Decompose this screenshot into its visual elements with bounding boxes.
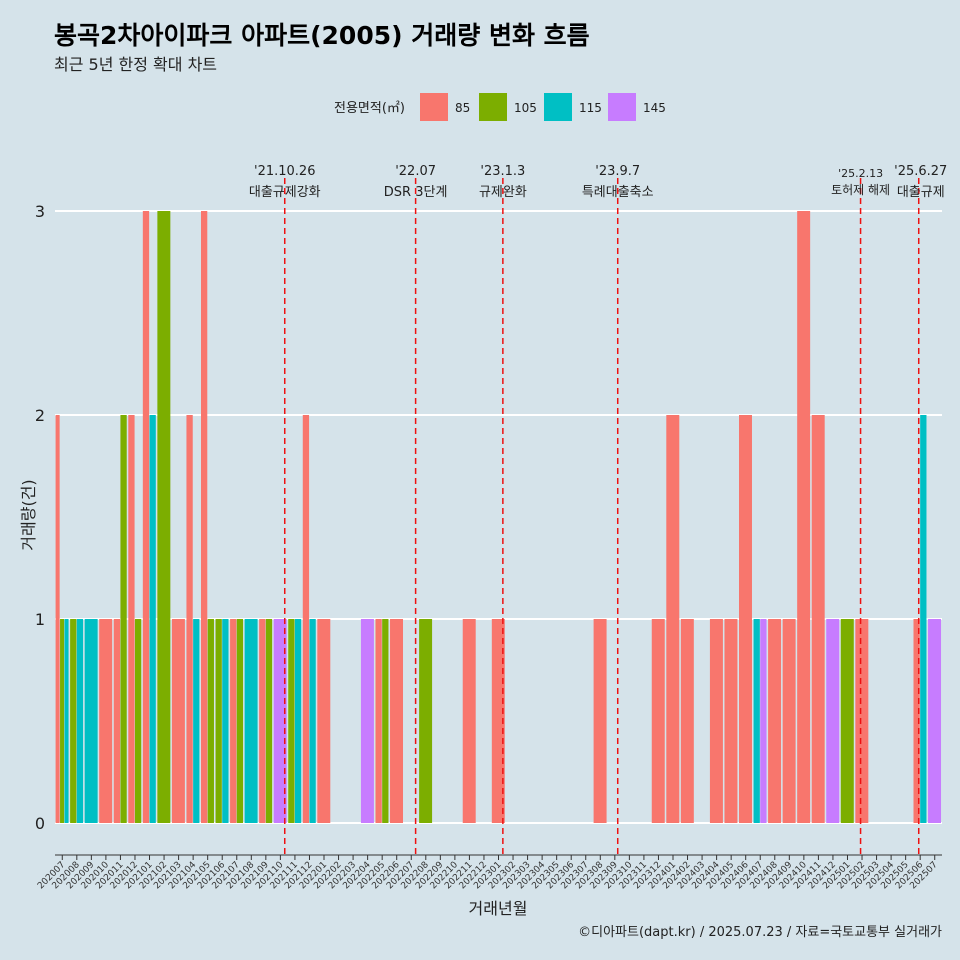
bar <box>186 415 193 823</box>
legend-label: 105 <box>514 101 537 115</box>
legend-swatch <box>420 93 448 121</box>
event-label: 대출규제 <box>897 185 945 200</box>
bar <box>462 619 476 823</box>
bar <box>651 619 665 823</box>
bar <box>724 619 738 823</box>
bar <box>709 619 723 823</box>
bar <box>265 619 273 823</box>
bar <box>419 619 433 823</box>
event-date: '23.9.7 <box>595 164 640 179</box>
bar <box>317 619 331 823</box>
bar <box>273 619 287 823</box>
bar <box>760 619 767 823</box>
event-label: 토허제 해제 <box>831 183 890 197</box>
legend-label: 85 <box>455 101 470 115</box>
event-date: '25.6.27 <box>894 164 947 179</box>
bar <box>259 619 266 823</box>
bar <box>840 619 854 823</box>
bar <box>84 619 98 823</box>
bar <box>99 619 113 823</box>
event-label: 대출규제강화 <box>249 185 321 200</box>
bar <box>55 415 60 823</box>
bar <box>128 415 135 823</box>
y-tick-label: 2 <box>35 406 45 425</box>
y-axis-label: 거래량(건) <box>19 479 38 550</box>
bar <box>739 415 752 823</box>
bar <box>360 619 374 823</box>
bar <box>200 211 208 823</box>
y-tick-label: 0 <box>35 814 45 833</box>
bar <box>826 619 840 823</box>
bar <box>680 619 694 823</box>
legend-swatch <box>608 93 636 121</box>
chart-subtitle: 최근 5년 한정 확대 차트 <box>54 55 217 74</box>
bar <box>382 619 389 823</box>
bar <box>60 619 65 823</box>
event-date: '21.10.26 <box>254 164 315 179</box>
caption: ©디아파트(dapt.kr) / 2025.07.23 / 자료=국토교통부 실… <box>578 925 942 940</box>
bar <box>157 211 171 823</box>
bar <box>920 415 927 823</box>
y-tick-label: 3 <box>35 202 45 221</box>
bar <box>309 619 316 823</box>
legend-swatch <box>544 93 572 121</box>
event-date: '23.1.3 <box>480 164 525 179</box>
bar <box>193 619 200 823</box>
bar <box>491 619 505 823</box>
bar <box>390 619 404 823</box>
event-label: DSR 3단계 <box>384 185 448 200</box>
bar <box>855 619 869 823</box>
bar <box>236 619 244 823</box>
bar <box>928 619 942 823</box>
bar <box>913 619 920 823</box>
bar <box>142 211 150 823</box>
bar <box>230 619 237 823</box>
bar <box>244 619 258 823</box>
bar <box>811 415 825 823</box>
x-axis-label: 거래년월 <box>469 899 528 918</box>
legend-label: 115 <box>579 101 602 115</box>
plot-area: 0123202007202008202009202010202011202012… <box>35 164 948 891</box>
bar <box>120 415 127 823</box>
y-tick-label: 1 <box>35 610 45 629</box>
bar <box>375 619 382 823</box>
event-date: '25.2.13 <box>838 167 883 180</box>
event-date: '22.07 <box>395 164 436 179</box>
bar <box>149 415 156 823</box>
bar <box>294 619 302 823</box>
bar <box>782 619 796 823</box>
bar <box>64 619 69 823</box>
bar <box>288 619 295 823</box>
bar <box>70 619 77 823</box>
bar <box>593 619 607 823</box>
bar <box>666 415 680 823</box>
bar <box>134 619 142 823</box>
bar <box>302 415 310 823</box>
event-label: 특례대출축소 <box>582 185 654 200</box>
bar <box>797 211 811 823</box>
bar <box>207 619 214 823</box>
bar <box>222 619 229 823</box>
legend-title: 전용면적(㎡) <box>334 101 405 116</box>
bar <box>215 619 222 823</box>
legend-swatch <box>479 93 507 121</box>
bar <box>113 619 121 823</box>
legend: 전용면적(㎡) 85 105 115 145 <box>334 93 666 121</box>
legend-label: 145 <box>643 101 666 115</box>
chart-title: 봉곡2차아이파크 아파트(2005) 거래량 변화 흐름 <box>54 21 590 50</box>
event-label: 규제완화 <box>479 185 527 200</box>
bar <box>768 619 782 823</box>
bar <box>171 619 185 823</box>
bar <box>753 619 760 823</box>
bar <box>76 619 84 823</box>
